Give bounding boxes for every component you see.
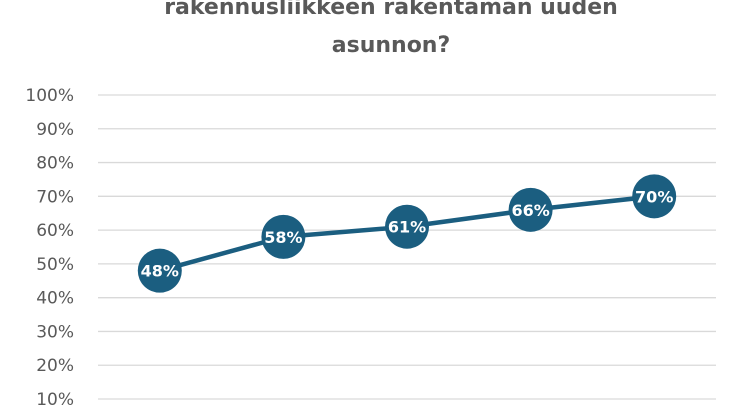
chart-title: rakennusliikkeen rakentaman uuden asunno… — [164, 0, 618, 58]
chart-title-line-1: rakennusliikkeen rakentaman uuden — [164, 0, 618, 20]
y-tick-label: 50% — [36, 255, 74, 275]
data-point-marker — [137, 248, 182, 293]
data-point-marker — [632, 174, 677, 219]
y-tick-label: 40% — [36, 289, 74, 309]
data-label: 66% — [511, 201, 549, 220]
data-label: 70% — [635, 187, 673, 206]
y-tick-label: 60% — [36, 221, 74, 241]
data-label: 48% — [141, 262, 179, 281]
data-point-marker — [385, 204, 429, 249]
y-tick-label: 30% — [36, 322, 74, 342]
data-points: 48% 58% 61% 66% 70% — [137, 174, 677, 293]
y-tick-label: 100% — [25, 86, 74, 106]
chart-title-line-2: asunnon? — [332, 33, 450, 58]
y-tick-label: 70% — [36, 187, 74, 207]
y-tick-label: 20% — [36, 356, 74, 376]
data-label: 61% — [388, 218, 426, 237]
data-point-marker — [508, 187, 553, 232]
y-tick-label: 10% — [36, 390, 74, 410]
data-point-marker — [261, 214, 306, 259]
y-tick-label: 80% — [36, 154, 74, 174]
y-axis-tick-labels: 100% 90% 80% 70% 60% 50% 40% 30% 20% 10% — [25, 86, 74, 410]
data-label: 58% — [264, 228, 302, 247]
y-tick-label: 90% — [36, 120, 74, 140]
